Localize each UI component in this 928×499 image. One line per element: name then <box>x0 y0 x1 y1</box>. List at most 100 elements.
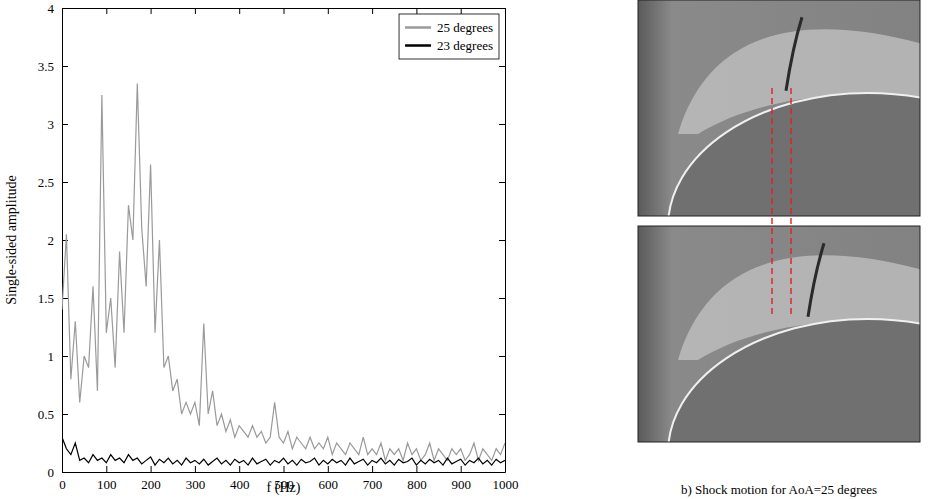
x-axis-top-tick <box>328 8 329 14</box>
x-axis-top-tick <box>151 8 152 14</box>
legend-item: 23 degrees <box>405 38 493 53</box>
y-axis-tick-label: 0 <box>48 465 55 480</box>
y-axis-right-tick-mark <box>499 182 505 183</box>
y-axis-right-tick <box>499 124 505 125</box>
panel-caption: b) Shock motion for AoA=25 degrees <box>681 482 877 497</box>
y-axis-tick-label: 1 <box>48 349 55 364</box>
x-axis-tick-mark <box>328 466 329 472</box>
y-axis-right-tick <box>499 240 505 241</box>
y-axis-right-tick-mark <box>499 356 505 357</box>
x-axis-top-tick-mark <box>461 8 462 14</box>
plot: 0100200300400500600700800900100000.511.5… <box>38 1 519 493</box>
y-axis-tick: 4 <box>48 1 69 16</box>
y-axis-tick-label: 3.5 <box>38 59 54 74</box>
x-axis-top-tick-mark <box>151 8 152 14</box>
x-axis-tick-label: 700 <box>363 477 383 492</box>
y-axis-tick-label: 2.5 <box>38 175 54 190</box>
y-axis-tick-mark <box>62 472 68 473</box>
x-axis-tick-label: 0 <box>59 477 66 492</box>
reference-line <box>790 88 791 316</box>
legend-swatch <box>405 26 431 29</box>
x-axis-tick: 600 <box>319 466 339 492</box>
y-axis-right-line <box>505 9 506 473</box>
y-axis-right-tick <box>499 298 505 299</box>
x-axis-top-tick-mark <box>106 8 107 14</box>
x-axis-tick: 900 <box>451 466 471 492</box>
x-axis-top-tick-mark <box>284 8 285 14</box>
y-axis-tick: 2 <box>48 233 69 248</box>
x-axis-top-tick-mark <box>416 8 417 14</box>
y-axis-right-tick <box>499 8 505 9</box>
reference-line <box>771 88 772 316</box>
x-axis-tick-mark <box>195 466 196 472</box>
x-axis-tick-label: 600 <box>319 477 339 492</box>
y-axis-title: Single-sided amplitude <box>4 175 19 304</box>
x-axis-line <box>63 472 506 473</box>
x-axis-top-tick <box>106 8 107 14</box>
y-axis-right-tick <box>499 414 505 415</box>
figure: 0100200300400500600700800900100000.511.5… <box>0 0 928 499</box>
y-axis-tick: 3 <box>48 117 69 132</box>
y-axis-tick-label: 3 <box>48 117 55 132</box>
y-axis-right-tick <box>499 472 505 473</box>
x-axis-tick-mark <box>372 466 373 472</box>
x-axis-top-tick <box>461 8 462 14</box>
x-axis-title: f (Hz) <box>267 480 301 496</box>
y-axis-tick-mark <box>62 66 68 67</box>
x-axis-top-tick-mark <box>328 8 329 14</box>
x-axis-tick: 400 <box>230 466 250 492</box>
x-axis-top-tick <box>239 8 240 14</box>
x-axis-tick-mark <box>284 466 285 472</box>
x-axis-tick: 100 <box>97 466 117 492</box>
legend-label: 25 degrees <box>437 20 493 35</box>
y-axis-right-tick-mark <box>499 414 505 415</box>
x-axis-top-tick-mark <box>239 8 240 14</box>
y-axis-right-tick <box>499 66 505 67</box>
y-axis-right-tick <box>499 356 505 357</box>
y-axis-right-tick <box>499 182 505 183</box>
lines <box>62 83 505 465</box>
y-axis-tick: 0 <box>48 465 69 480</box>
x-axis-tick: 300 <box>186 466 206 492</box>
x-axis-tick: 200 <box>141 466 161 492</box>
y-axis-tick-label: 1.5 <box>38 291 54 306</box>
x-axis-tick-label: 1000 <box>493 477 519 492</box>
x-axis-tick: 800 <box>407 466 427 492</box>
x-axis-top-tick <box>195 8 196 14</box>
schlieren-image <box>638 226 928 499</box>
y-axis-tick-mark <box>62 356 68 357</box>
x-axis-tick-label: 400 <box>230 477 250 492</box>
spectrum-line <box>62 437 505 465</box>
x-axis-top-tick <box>284 8 285 14</box>
y-axis-tick-label: 0.5 <box>38 407 54 422</box>
x-axis-tick-label: 900 <box>451 477 471 492</box>
legend-swatch <box>405 44 431 47</box>
y-axis-right-tick-mark <box>499 124 505 125</box>
x-axis-tick-mark <box>151 466 152 472</box>
x-axis-tick: 700 <box>363 466 383 492</box>
y-axis-right-tick-mark <box>499 8 505 9</box>
y-axis-tick: 0.5 <box>38 407 68 422</box>
x-axis-top-tick <box>372 8 373 14</box>
legend-box <box>399 14 499 59</box>
y-axis-tick-label: 2 <box>48 233 55 248</box>
legend-label: 23 degrees <box>437 38 493 53</box>
spectrum-line <box>62 83 505 460</box>
y-axis-tick-mark <box>62 182 68 183</box>
x-axis-top-tick-mark <box>195 8 196 14</box>
x-axis-tick-mark <box>416 466 417 472</box>
x-axis-top-tick <box>416 8 417 14</box>
y-axis-right-tick-mark <box>499 240 505 241</box>
x-axis-tick-mark <box>239 466 240 472</box>
x-axis-tick-label: 100 <box>97 477 117 492</box>
x-axis-tick-mark <box>106 466 107 472</box>
y-axis-tick-mark <box>62 124 68 125</box>
y-axis-tick: 1 <box>48 349 69 364</box>
legend: 25 degrees 23 degrees <box>399 14 499 59</box>
y-axis-tick-mark <box>62 414 68 415</box>
x-axis-tick-label: 200 <box>141 477 161 492</box>
legend-item: 25 degrees <box>405 20 493 35</box>
y-axis-right-tick-mark <box>499 298 505 299</box>
y-axis-tick-label: 4 <box>48 1 55 16</box>
x-axis-top-tick-mark <box>372 8 373 14</box>
